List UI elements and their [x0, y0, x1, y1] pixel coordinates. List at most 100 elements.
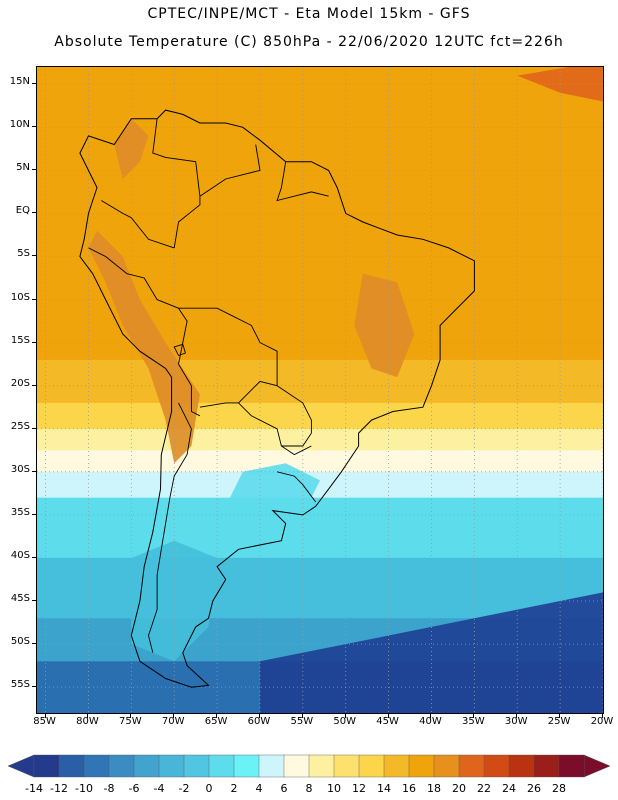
colorbar-swatch [333, 754, 360, 778]
chart-title-line-2: Absolute Temperature (C) 850hPa - 22/06/… [54, 34, 564, 50]
lat-tick-label: EQ [15, 205, 30, 217]
lat-tick-mark [32, 83, 36, 85]
lon-tick-label: 55W [290, 716, 314, 727]
lat-tick-label: 15N [9, 76, 30, 88]
lon-tick-label: 45W [376, 716, 399, 727]
venezuela-highlands [114, 118, 149, 179]
lon-tick-label: 75W [119, 716, 142, 727]
colorbar-swatch [58, 754, 85, 778]
northeast-hot-spot [517, 67, 603, 102]
country-border [238, 402, 312, 447]
temperature-band-5 [37, 471, 603, 499]
colorbar-swatch [508, 754, 535, 778]
lat-tick-label: 55S [10, 679, 30, 691]
lat-tick-label: 5N [16, 162, 30, 174]
colorbar-label: -12 [50, 782, 68, 795]
lon-tick-label: 70W [161, 716, 185, 727]
lat-tick-label: 10N [9, 119, 30, 131]
colorbar-swatch [233, 754, 260, 778]
colorbar-swatch [208, 754, 235, 778]
colorbar-label: -10 [75, 782, 93, 795]
colorbar-label: 4 [255, 782, 263, 795]
colorbar-swatch [533, 754, 560, 778]
color-scale-bar [8, 754, 610, 778]
country-border [276, 385, 312, 434]
colorbar-label: 10 [327, 782, 341, 795]
lat-tick-mark [32, 470, 36, 472]
lon-tick-mark [216, 714, 218, 718]
colorbar-swatch [33, 754, 60, 778]
lon-tick-label: 65W [204, 716, 228, 727]
lon-tick-label: 50W [333, 716, 357, 727]
chart-title-line-1: CPTEC/INPE/MCT - Eta Model 15km - GFS [147, 6, 471, 22]
lon-tick-mark [87, 714, 89, 718]
colorbar-label: 8 [305, 782, 313, 795]
lon-tick-mark [301, 714, 303, 718]
lon-tick-label: 85W [33, 716, 56, 727]
lat-tick-mark [32, 513, 36, 515]
country-border [281, 445, 312, 456]
lon-tick-label: 30W [504, 716, 528, 727]
lon-tick-mark [559, 714, 561, 718]
lon-tick-mark [130, 714, 132, 718]
lon-tick-label: 60W [247, 716, 271, 727]
patagonia-cold [131, 540, 218, 662]
lat-tick-label: 40S [10, 549, 30, 561]
lon-tick-label: 20W [590, 716, 614, 727]
lat-tick-mark [32, 556, 36, 558]
lat-tick-mark [32, 298, 36, 300]
colorbar-label: 26 [527, 782, 541, 795]
colorbar-label: 22 [477, 782, 491, 795]
lat-tick-mark [32, 169, 36, 171]
temperature-band-6 [37, 497, 603, 559]
country-border [148, 402, 192, 653]
lat-tick-mark [32, 600, 36, 602]
map-panel [36, 66, 604, 714]
lat-tick-label: 50S [10, 636, 30, 648]
country-border [173, 144, 261, 248]
colorbar-label: 20 [452, 782, 466, 795]
colorbar-label: 12 [352, 782, 366, 795]
lon-tick-mark [430, 714, 432, 718]
lat-tick-mark [32, 126, 36, 128]
country-border [152, 118, 201, 197]
south-america-coastline [79, 109, 475, 688]
colorbar-swatch [83, 754, 110, 778]
temperature-band-3 [37, 428, 603, 451]
colorbar-label: 28 [552, 782, 566, 795]
colorbar-label: -4 [153, 782, 165, 795]
lon-tick-mark [44, 714, 46, 718]
colorbar-label: -14 [25, 782, 43, 795]
lon-tick-mark [602, 714, 603, 718]
lat-tick-mark [32, 427, 36, 429]
lat-tick-label: 25S [10, 420, 30, 432]
colorbar-label: 6 [280, 782, 288, 795]
lon-tick-label: 80W [76, 716, 99, 727]
country-border [178, 363, 201, 417]
colorbar-swatch [483, 754, 510, 778]
lon-tick-mark [344, 714, 346, 718]
colorbar-swatch [183, 754, 210, 778]
colorbar-swatch [283, 754, 310, 778]
lat-tick-mark [32, 212, 36, 214]
colorbar-swatch [383, 754, 410, 778]
lat-tick-mark [32, 384, 36, 386]
colorbar-label: 24 [502, 782, 516, 795]
colorbar-swatch [108, 754, 135, 778]
southeast-ocean-deep [260, 592, 603, 713]
colorbar-swatch [308, 754, 335, 778]
lat-tick-label: 35S [10, 506, 30, 518]
colorbar-swatch [408, 754, 435, 778]
temperature-band-2 [37, 402, 603, 430]
lat-tick-mark [32, 643, 36, 645]
lon-tick-mark [258, 714, 260, 718]
lat-tick-label: 20S [10, 377, 30, 389]
lat-tick-label: 5S [17, 248, 30, 260]
country-border [276, 161, 329, 202]
lon-tick-label: 35W [462, 716, 485, 727]
lat-tick-label: 30S [10, 463, 30, 475]
temperature-band-1 [37, 359, 603, 404]
lat-tick-mark [32, 341, 36, 343]
colorbar-label: 14 [377, 782, 391, 795]
lon-tick-label: 40W [419, 716, 442, 727]
